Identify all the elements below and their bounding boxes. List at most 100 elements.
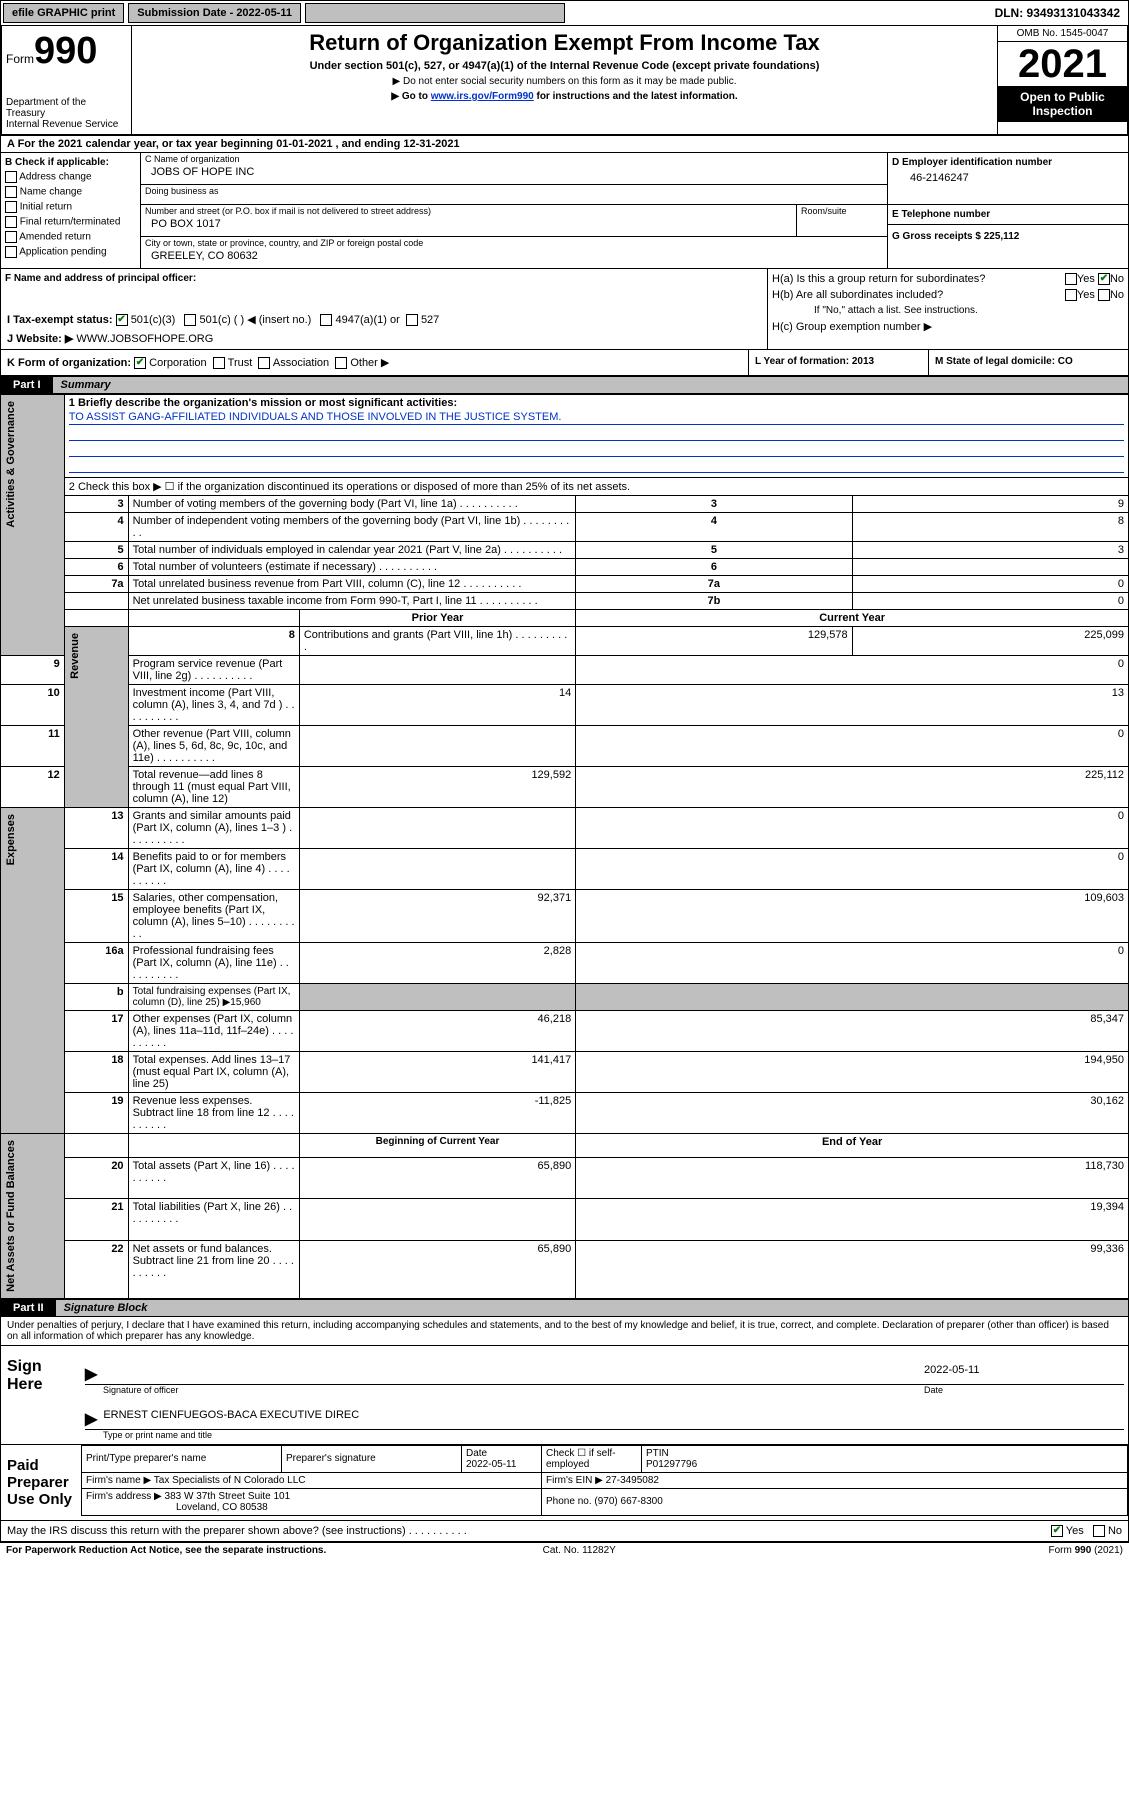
section-k: K Form of organization: ✔ Corporation Tr…	[1, 350, 748, 375]
chk-name-change[interactable]: Name change	[5, 186, 136, 198]
section-b: B Check if applicable: Address change Na…	[1, 153, 141, 268]
chk-corp[interactable]: ✔	[134, 357, 146, 369]
submission-date-button[interactable]: Submission Date - 2022-05-11	[128, 3, 301, 23]
section-fh: F Name and address of principal officer:…	[0, 269, 1129, 350]
chk-other[interactable]	[335, 357, 347, 369]
ptin-cell: PTINP01297796	[642, 1445, 1128, 1472]
chk-amended-return[interactable]: Amended return	[5, 231, 136, 243]
net-row-20: 20Total assets (Part X, line 16)65,89011…	[1, 1158, 1129, 1199]
efile-print-button[interactable]: efile GRAPHIC print	[3, 3, 124, 23]
chk-assoc[interactable]	[258, 357, 270, 369]
name-label: C Name of organization	[141, 153, 887, 165]
gross-value: 225,112	[984, 231, 1020, 242]
may-yes-chk[interactable]: ✔	[1051, 1525, 1063, 1537]
part2-header: Part II Signature Block	[0, 1299, 1129, 1317]
exp-row-18: 18Total expenses. Add lines 13–17 (must …	[1, 1052, 1129, 1093]
paid-preparer-row: Paid Preparer Use Only Print/Type prepar…	[1, 1444, 1128, 1520]
city-label: City or town, state or province, country…	[141, 237, 887, 249]
street-label: Number and street (or P.O. box if mail i…	[141, 205, 796, 217]
tab-expenses: Expenses	[1, 808, 65, 1134]
hb-yes-lbl: Yes	[1077, 289, 1095, 301]
chk-527[interactable]	[406, 314, 418, 326]
opt-501c: 501(c) ( ) ◀ (insert no.)	[200, 314, 312, 326]
type-name-label: Type or print name and title	[85, 1430, 1124, 1440]
chk-application-pending[interactable]: Application pending	[5, 246, 136, 258]
sig-intro: Under penalties of perjury, I declare th…	[1, 1317, 1128, 1345]
department-text: Department of the Treasury Internal Reve…	[6, 97, 127, 130]
rev-row-10: 10Investment income (Part VIII, column (…	[1, 685, 1129, 726]
mission-blank1	[69, 427, 1124, 441]
chk-trust[interactable]	[213, 357, 225, 369]
chk-initial-return[interactable]: Initial return	[5, 201, 136, 213]
lbl-final-return: Final return/terminated	[20, 217, 121, 228]
gov-row-7b: Net unrelated business taxable income fr…	[1, 593, 1129, 610]
ha-yes-lbl: Yes	[1077, 273, 1095, 285]
form-prefix: Form	[6, 52, 34, 66]
ha-yes[interactable]	[1065, 273, 1077, 285]
f-label: F Name and address of principal officer:	[5, 273, 763, 284]
line1-label: 1 Briefly describe the organization's mi…	[69, 397, 457, 409]
gross-receipts: G Gross receipts $ 225,112	[888, 224, 1128, 248]
chk-final-return[interactable]: Final return/terminated	[5, 216, 136, 228]
chk-501c3[interactable]: ✔	[116, 314, 128, 326]
phone-cell: Phone no. (970) 667-8300	[542, 1488, 1128, 1515]
lbl-address-change: Address change	[19, 172, 91, 183]
hc-text: H(c) Group exemption number ▶	[772, 320, 932, 333]
chk-501c[interactable]	[184, 314, 196, 326]
form-number: Form990	[6, 30, 127, 73]
street-value: PO BOX 1017	[141, 217, 796, 236]
row-j: J Website: ▶ WWW.JOBSOFHOPE.ORG	[7, 332, 761, 345]
form-header: Form990 Department of the Treasury Inter…	[0, 26, 1129, 136]
blank-button[interactable]	[305, 3, 565, 23]
section-e-g: E Telephone number G Gross receipts $ 22…	[888, 205, 1128, 268]
row-i: I Tax-exempt status: ✔ 501(c)(3) 501(c) …	[7, 313, 761, 326]
line1: 1 Briefly describe the organization's mi…	[64, 395, 1128, 478]
section-b-label: B Check if applicable:	[5, 157, 136, 168]
prep-sig-lbl: Preparer's signature	[282, 1445, 462, 1472]
sign-here-row: Sign Here ▶ 2022-05-11 Signature of offi…	[1, 1345, 1128, 1444]
footer-left: For Paperwork Reduction Act Notice, see …	[6, 1545, 326, 1556]
chk-address-change[interactable]: Address change	[5, 171, 136, 183]
tab-activities: Activities & Governance	[1, 395, 65, 656]
telephone-label: E Telephone number	[892, 209, 1124, 220]
header-right: OMB No. 1545-0047 2021 Open to Public In…	[997, 26, 1127, 134]
exp-row-16b: bTotal fundraising expenses (Part IX, co…	[1, 984, 1129, 1011]
part1-num: Part I	[1, 377, 53, 393]
officer-name: ERNEST CIENFUEGOS-BACA EXECUTIVE DIREC	[103, 1409, 359, 1429]
k-label: K Form of organization:	[7, 357, 131, 369]
paid-preparer-label: Paid Preparer Use Only	[1, 1445, 81, 1520]
hb-note: If "No," attach a list. See instructions…	[772, 305, 1124, 316]
net-row-21: 21Total liabilities (Part X, line 26)19,…	[1, 1199, 1129, 1240]
exp-row-17: 17Other expenses (Part IX, column (A), l…	[1, 1011, 1129, 1052]
section-l: L Year of formation: 2013	[748, 350, 928, 375]
net-row-22: 22Net assets or fund balances. Subtract …	[1, 1240, 1129, 1298]
rev-row-11: 11Other revenue (Part VIII, column (A), …	[1, 726, 1129, 767]
address-block: Number and street (or P.O. box if mail i…	[141, 205, 888, 268]
instruction-2: ▶ Go to www.irs.gov/Form990 for instruct…	[140, 91, 989, 102]
may-no-lbl: No	[1108, 1525, 1122, 1537]
hb-yes[interactable]	[1065, 289, 1077, 301]
website-value: WWW.JOBSOFHOPE.ORG	[76, 333, 213, 345]
prep-name-lbl: Print/Type preparer's name	[82, 1445, 282, 1472]
chk-4947[interactable]	[320, 314, 332, 326]
section-m: M State of legal domicile: CO	[928, 350, 1128, 375]
gross-label: G Gross receipts $	[892, 231, 981, 242]
dln-text: DLN: 93493131043342	[995, 6, 1128, 20]
page-footer: For Paperwork Reduction Act Notice, see …	[0, 1542, 1129, 1558]
gov-row-6: 6Total number of volunteers (estimate if…	[1, 559, 1129, 576]
irs-link[interactable]: www.irs.gov/Form990	[431, 91, 534, 102]
header-left: Form990 Department of the Treasury Inter…	[2, 26, 132, 134]
ha-no[interactable]: ✔	[1098, 273, 1110, 285]
i-label: I Tax-exempt status:	[7, 314, 113, 326]
tab-net-assets: Net Assets or Fund Balances	[1, 1134, 65, 1299]
header-middle: Return of Organization Exempt From Incom…	[132, 26, 997, 134]
ha-no-lbl: No	[1110, 273, 1124, 285]
mission-text: TO ASSIST GANG-AFFILIATED INDIVIDUALS AN…	[69, 411, 1124, 425]
exp-row-16a: 16aProfessional fundraising fees (Part I…	[1, 943, 1129, 984]
part1-header: Part I Summary	[0, 376, 1129, 394]
instr2-pre: ▶ Go to	[391, 91, 430, 102]
may-no-chk[interactable]	[1093, 1525, 1105, 1537]
hb-no[interactable]	[1098, 289, 1110, 301]
hb-text: H(b) Are all subordinates included?	[772, 289, 943, 301]
summary-table: Activities & Governance 1 Briefly descri…	[0, 394, 1129, 1299]
